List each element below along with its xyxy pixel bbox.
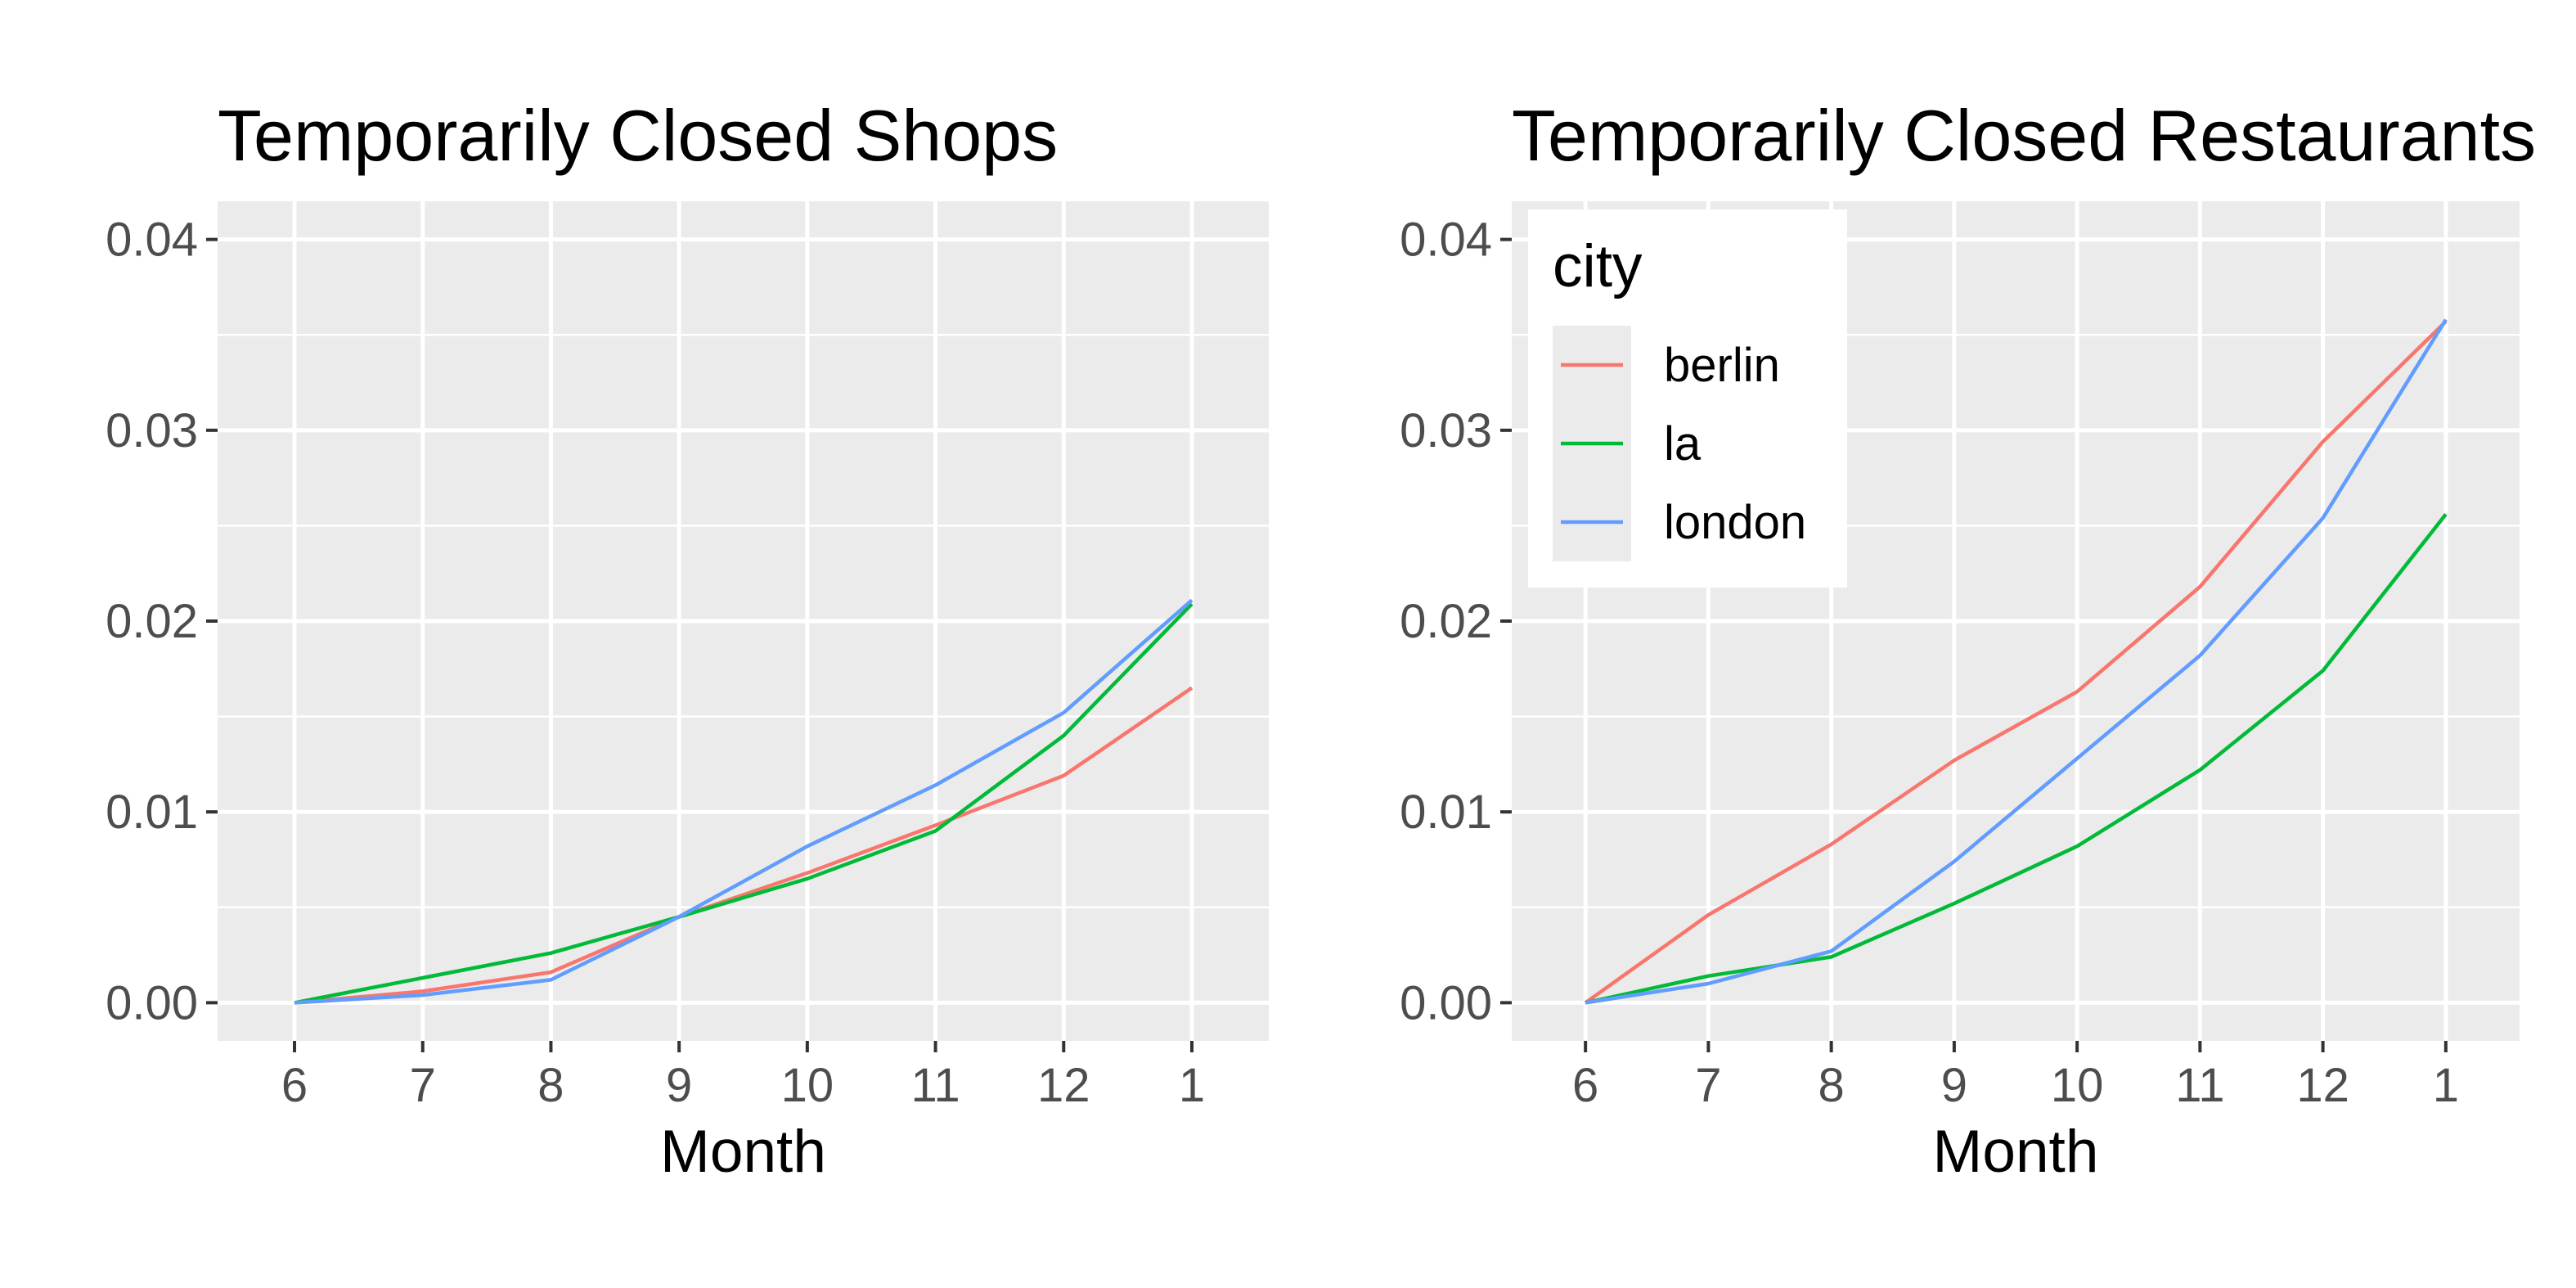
x-tick-label: 11 [910, 1059, 960, 1112]
series-line-berlin [294, 686, 1194, 1005]
y-tick-label: 0.02 [106, 595, 198, 648]
x-axis-title: Month [1933, 1119, 2099, 1185]
x-tick-label: 1 [1179, 1059, 1205, 1112]
x-tick-label: 8 [1818, 1059, 1845, 1112]
y-tick-label: 0.03 [1400, 404, 1492, 457]
x-tick-label: 12 [2296, 1059, 2349, 1112]
x-tick-label: 10 [2051, 1059, 2104, 1112]
legend-label-london: london [1664, 496, 1806, 549]
y-tick-label: 0.02 [1400, 595, 1492, 648]
chart-title: Temporarily Closed Restaurants [1512, 95, 2536, 176]
series-line-london [294, 598, 1194, 1005]
x-tick-label: 6 [1572, 1059, 1598, 1112]
x-tick-label: 9 [666, 1059, 692, 1112]
y-tick-label: 0.04 [1400, 214, 1492, 267]
series-line-london [1585, 318, 2448, 1005]
x-tick-label: 6 [281, 1059, 308, 1112]
chart-title: Temporarily Closed Shops [218, 95, 1058, 176]
x-tick-label: 9 [1941, 1059, 1967, 1112]
x-axis-title: Month [660, 1119, 826, 1185]
y-tick-label: 0.04 [106, 214, 198, 267]
legend-title: city [1553, 233, 1643, 299]
series-line-berlin [1584, 320, 2448, 1005]
x-tick-label: 7 [1695, 1059, 1721, 1112]
x-tick-label: 10 [781, 1059, 834, 1112]
y-tick-label: 0.00 [1400, 976, 1492, 1029]
x-tick-label: 11 [2175, 1059, 2224, 1112]
chart-panel-2: Temporarily Closed Restaurants 0.00 0.01 0.… [1400, 95, 2536, 1185]
y-tick-label: 0.00 [106, 976, 198, 1029]
y-tick-label: 0.01 [106, 786, 198, 839]
series-line-la [1585, 513, 2448, 1005]
chart-panel-1: Temporarily Closed Shops 0.00 0.01 0.02 0.03… [106, 95, 1269, 1185]
y-tick-label: 0.03 [106, 404, 198, 457]
legend-label-la: la [1664, 417, 1702, 471]
x-tick-label: 7 [410, 1059, 436, 1112]
y-tick-label: 0.01 [1400, 786, 1492, 839]
legend: city berlin la london [1528, 209, 1847, 588]
series-line-la [294, 602, 1194, 1005]
legend-label-berlin: berlin [1664, 339, 1780, 392]
x-tick-label: 1 [2433, 1059, 2459, 1112]
x-tick-label: 8 [537, 1059, 564, 1112]
x-tick-label: 12 [1037, 1059, 1090, 1112]
